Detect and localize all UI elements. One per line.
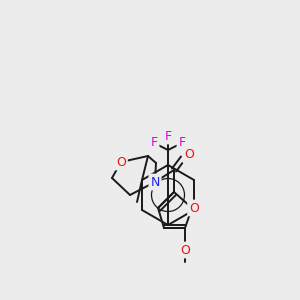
Text: O: O — [180, 244, 190, 256]
Text: F: F — [178, 136, 186, 149]
Text: F: F — [164, 130, 172, 142]
Text: O: O — [189, 202, 199, 214]
Text: O: O — [184, 148, 194, 161]
Text: O: O — [116, 155, 126, 169]
Text: N: N — [150, 176, 160, 188]
Text: F: F — [150, 136, 158, 149]
